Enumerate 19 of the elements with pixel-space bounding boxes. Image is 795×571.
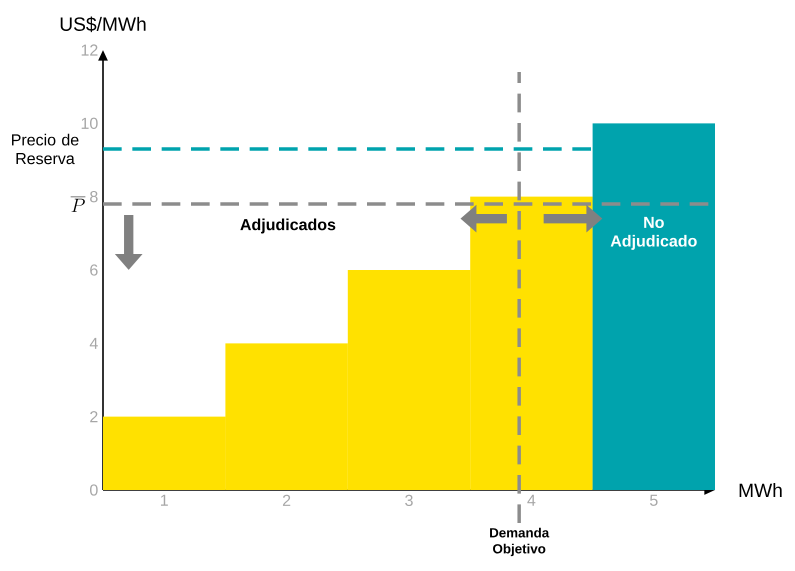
y-tick-label: 12 (82, 44, 98, 56)
x-tick-label: 5 (650, 494, 658, 506)
y-tick-label: 10 (82, 118, 98, 129)
annotation: Adjudicados (240, 218, 336, 234)
ref-line-label: Demanda Objetivo (490, 528, 550, 556)
y-tick-label: 8 (90, 191, 98, 202)
y-tick-label: 0 (90, 484, 98, 496)
x-tick-label: 3 (405, 494, 413, 506)
y-tick-label: 6 (90, 264, 98, 276)
annotation: No Adjudicado (610, 216, 697, 250)
x-axis-title: MWh (740, 483, 782, 497)
y-tick-label: 2 (90, 411, 98, 422)
x-tick-label: 4 (527, 494, 536, 506)
x-tick-label: 2 (282, 494, 290, 506)
ref-line-label: Precio de Reserva (12, 134, 78, 164)
y-tick-label: 4 (90, 338, 98, 349)
x-tick-label: 1 (160, 494, 168, 506)
y-axis-title: US$/MWh (60, 16, 146, 32)
ref-line-label: $\overline{P}$ (70, 196, 86, 212)
